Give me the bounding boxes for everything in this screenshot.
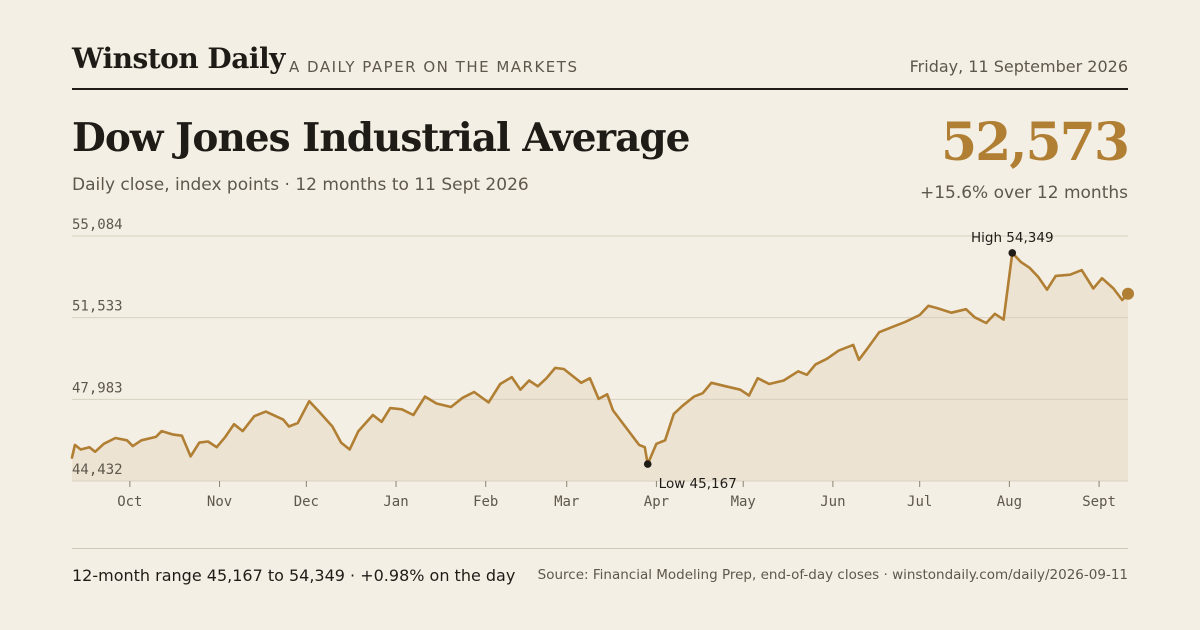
chart-title: Dow Jones Industrial Average (72, 115, 690, 161)
tagline: A DAILY PAPER ON THE MARKETS (289, 58, 579, 76)
chart-subtitle: Daily close, index points · 12 months to… (72, 175, 529, 195)
masthead-divider (72, 88, 1128, 90)
y-tick-label: 47,983 (72, 380, 123, 396)
x-tick-label: Mar (554, 494, 579, 510)
x-tick-label: Nov (207, 494, 232, 510)
series-line (70, 251, 1130, 466)
x-tick-label: May (731, 494, 756, 510)
x-tick-label: Dec (294, 494, 319, 510)
low-label: Low 45,167 (659, 476, 737, 492)
range-summary: 12-month range 45,167 to 54,349 · +0.98%… (72, 566, 516, 585)
high-label: High 54,349 (971, 230, 1054, 246)
masthead: Winston Daily A DAILY PAPER ON THE MARKE… (72, 40, 1128, 90)
x-tick-label: Feb (473, 494, 498, 510)
x-tick-label: Oct (117, 494, 142, 510)
x-tick-label: Jul (907, 494, 932, 510)
x-tick-label: Jun (820, 494, 845, 510)
area-fill (72, 252, 1128, 481)
x-tick-label: Apr (644, 494, 669, 510)
y-tick-label: 44,432 (72, 462, 123, 478)
latest-point-marker (1122, 287, 1134, 300)
publication-date: Friday, 11 September 2026 (909, 57, 1128, 76)
x-tick-label: Sept (1082, 494, 1116, 510)
y-tick-label: 51,533 (72, 299, 123, 315)
high-marker (1008, 249, 1017, 257)
low-marker (643, 460, 652, 468)
twelve-month-change: +15.6% over 12 months (919, 183, 1128, 203)
footer-divider (72, 548, 1128, 549)
source-note: Source: Financial Modeling Prep, end-of-… (537, 567, 1128, 583)
x-tick-label: Aug (997, 494, 1022, 510)
x-tick-label: Jan (383, 494, 408, 510)
y-tick-label: 55,084 (72, 217, 123, 233)
latest-value: 52,573 (940, 112, 1130, 173)
brand-logo[interactable]: Winston Daily (72, 42, 285, 75)
